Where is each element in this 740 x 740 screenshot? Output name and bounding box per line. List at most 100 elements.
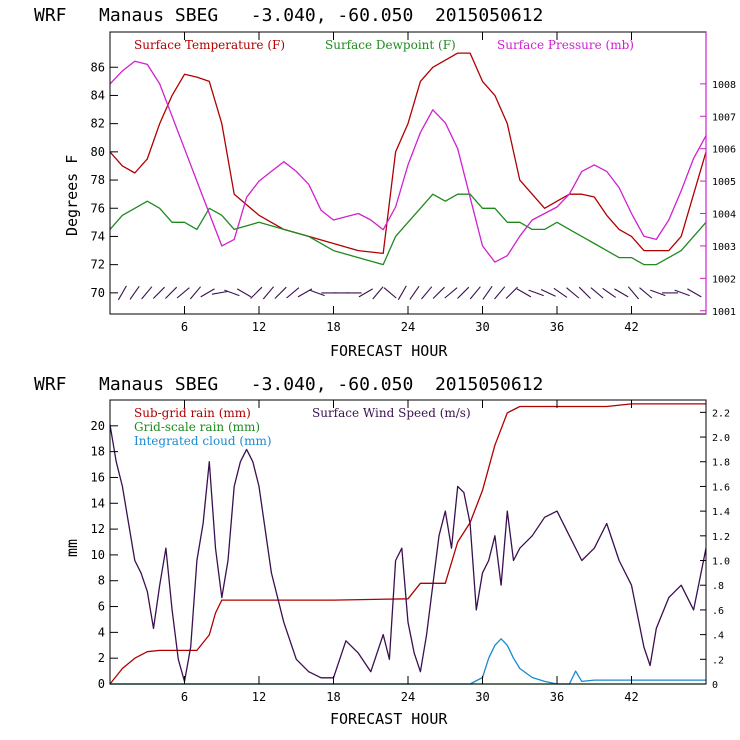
surface-temperature-f-line — [109, 52, 707, 255]
y-tick-label: 12 — [91, 522, 105, 536]
legend-surface-pressure: Surface Pressure (mb) — [497, 38, 634, 52]
wind-barb — [650, 289, 666, 297]
bottom-chart-x-ticks: 6 12 18 24 30 36 42 — [181, 400, 639, 704]
x-tick-label: 30 — [475, 690, 489, 704]
y-tick-label: 74 — [91, 229, 105, 243]
legend-surface-temperature: Surface Temperature (F) — [134, 38, 285, 52]
bottom-chart-y2-ticks: 0 .2 .4 .6 .8 1.0 1.2 1.4 1.6 1.8 2.0 2.2 — [700, 408, 730, 691]
wind-barb — [152, 286, 165, 299]
wind-barb — [274, 286, 287, 299]
y-tick-label: 20 — [91, 419, 105, 433]
y-tick-label: 84 — [91, 88, 105, 102]
x-tick-label: 24 — [401, 690, 415, 704]
wind-barb — [309, 289, 325, 297]
wind-barb — [432, 286, 445, 299]
wind-barb — [505, 286, 518, 299]
wind-barb — [687, 288, 702, 298]
wind-barb — [421, 286, 433, 300]
y2-tick-label: .6 — [712, 606, 724, 617]
wind-barb — [141, 286, 153, 300]
wind-barb — [457, 286, 470, 299]
wind-barb — [211, 290, 228, 295]
x-tick-label: 6 — [181, 690, 188, 704]
bottom-chart-y-ticks: 0 2 4 6 8 10 12 14 16 18 20 — [91, 419, 118, 691]
legend-surface-wind-speed: Surface Wind Speed (m/s) — [312, 406, 471, 420]
y2-tick-label: 2.2 — [712, 408, 730, 419]
wind-barb — [165, 286, 178, 299]
wind-barb — [516, 288, 532, 298]
wind-barb — [286, 287, 300, 299]
y-tick-label: 78 — [91, 173, 105, 187]
wind-barb — [602, 287, 617, 298]
wind-barb — [444, 287, 458, 299]
top-chart-frame — [109, 31, 707, 315]
top-chart-wind-barbs — [117, 285, 702, 301]
x-tick-label: 12 — [252, 320, 266, 334]
y-tick-label: 16 — [91, 470, 105, 484]
wind-barb — [224, 289, 240, 297]
wind-barb — [578, 286, 591, 299]
surface-pressure-mb-line — [109, 60, 707, 263]
top-chart-plot-area — [109, 52, 707, 266]
integrated-cloud-mm-line — [110, 638, 706, 685]
bottom-chart-x-axis-label: FORECAST HOUR — [330, 710, 448, 728]
bottom-chart-y-axis-label: mm — [63, 539, 81, 557]
wind-barb — [553, 287, 568, 298]
wind-barb — [250, 286, 263, 299]
wind-barb — [674, 289, 690, 297]
y-tick-label: 86 — [91, 60, 105, 74]
y-tick-label: 18 — [91, 445, 105, 459]
y-tick-label: 10 — [91, 548, 105, 562]
wind-barb — [383, 287, 397, 299]
legend-integrated-cloud: Integrated cloud (mm) — [134, 434, 272, 448]
y2-tick-label: 1007 — [712, 112, 736, 123]
wind-barb — [540, 289, 556, 297]
top-chart-y-axis-label: Degrees F — [63, 155, 81, 236]
top-chart-x-ticks: 6 12 18 24 30 36 42 — [181, 32, 639, 334]
wind-barb — [566, 287, 580, 299]
wind-barb — [590, 287, 604, 299]
x-tick-label: 12 — [252, 690, 266, 704]
y2-tick-label: 1.8 — [712, 458, 730, 469]
y-tick-label: 76 — [91, 201, 105, 215]
wind-barb — [200, 288, 215, 298]
x-tick-label: 30 — [475, 320, 489, 334]
sub-grid-rain-mm-line — [109, 403, 706, 685]
y-tick-label: 72 — [91, 258, 105, 272]
top-chart-y-ticks: 70 72 74 76 78 80 82 84 86 — [91, 60, 118, 300]
wind-barb — [528, 289, 544, 297]
y2-tick-label: 1.6 — [712, 482, 730, 493]
wind-barb — [409, 285, 420, 300]
wind-barb — [614, 288, 629, 298]
y-tick-label: 80 — [91, 145, 105, 159]
wind-barb — [639, 287, 653, 299]
y2-tick-label: 1003 — [712, 242, 736, 253]
x-tick-label: 36 — [550, 690, 564, 704]
surface-wind-speed-m-s-line — [109, 424, 707, 683]
y2-tick-label: 1005 — [712, 177, 736, 188]
y-tick-label: 8 — [98, 574, 105, 588]
y2-tick-label: 1004 — [712, 210, 736, 221]
x-tick-label: 6 — [181, 320, 188, 334]
y2-tick-label: 1008 — [712, 80, 736, 91]
y2-tick-label: 1.4 — [712, 507, 730, 518]
legend-gridscale-rain: Grid-scale rain (mm) — [134, 420, 260, 434]
wind-barb — [397, 285, 407, 301]
y2-tick-label: 0 — [712, 680, 718, 691]
top-chart-title: WRF Manaus SBEG -3.040, -60.050 20150506… — [34, 5, 543, 26]
x-tick-label: 24 — [401, 320, 415, 334]
legend-subgrid-rain: Sub-grid rain (mm) — [134, 406, 251, 420]
y2-tick-label: 1006 — [712, 145, 736, 156]
y-tick-label: 14 — [91, 496, 105, 510]
wind-barb — [129, 285, 140, 300]
y2-tick-label: .2 — [712, 655, 724, 666]
wind-barb — [627, 286, 640, 300]
wind-barb — [482, 285, 493, 300]
wind-barb — [469, 286, 481, 300]
y2-tick-label: 1.0 — [712, 557, 730, 568]
y-tick-label: 6 — [98, 600, 105, 614]
x-tick-label: 18 — [326, 320, 340, 334]
wind-barb — [358, 288, 373, 298]
top-chart-y2-ticks: 1001 1002 1003 1004 1005 1006 1007 1008 — [700, 80, 736, 318]
